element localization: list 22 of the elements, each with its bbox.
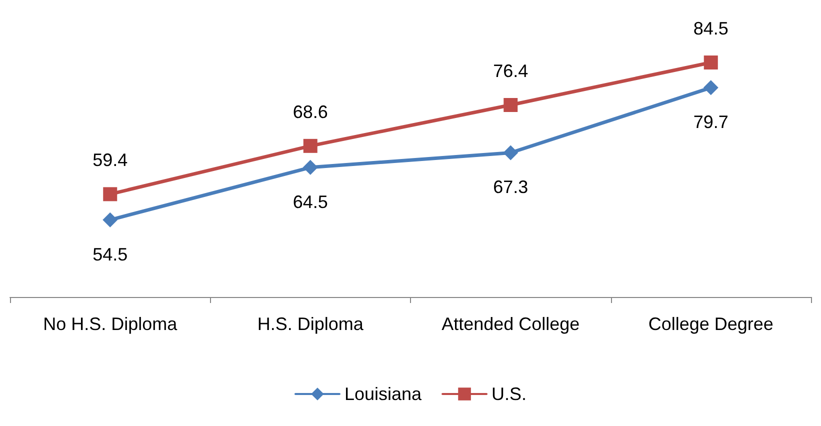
x-tick-label: H.S. Diploma bbox=[257, 314, 364, 334]
point bbox=[504, 98, 518, 112]
point bbox=[704, 55, 718, 70]
point bbox=[102, 212, 118, 228]
data-label: 64.5 bbox=[292, 192, 328, 212]
legend-label: U.S. bbox=[492, 384, 527, 404]
point bbox=[703, 80, 718, 96]
data-label: 76.4 bbox=[493, 60, 528, 81]
point bbox=[302, 160, 318, 175]
point bbox=[503, 145, 518, 160]
x-tick-label: Attended College bbox=[442, 314, 580, 334]
legend-label: Louisiana bbox=[344, 384, 423, 404]
data-label: 84.5 bbox=[693, 18, 728, 38]
data-label: 67.3 bbox=[493, 177, 528, 198]
x-tick-label: College Degree bbox=[648, 314, 774, 334]
data-label: 68.6 bbox=[292, 102, 328, 122]
data-label: 59.4 bbox=[92, 150, 128, 170]
point bbox=[303, 138, 318, 153]
data-label: 79.7 bbox=[693, 112, 728, 132]
data-label: 54.5 bbox=[92, 244, 128, 264]
point bbox=[103, 187, 118, 202]
x-tick-label: No H.S. Diploma bbox=[43, 314, 178, 334]
